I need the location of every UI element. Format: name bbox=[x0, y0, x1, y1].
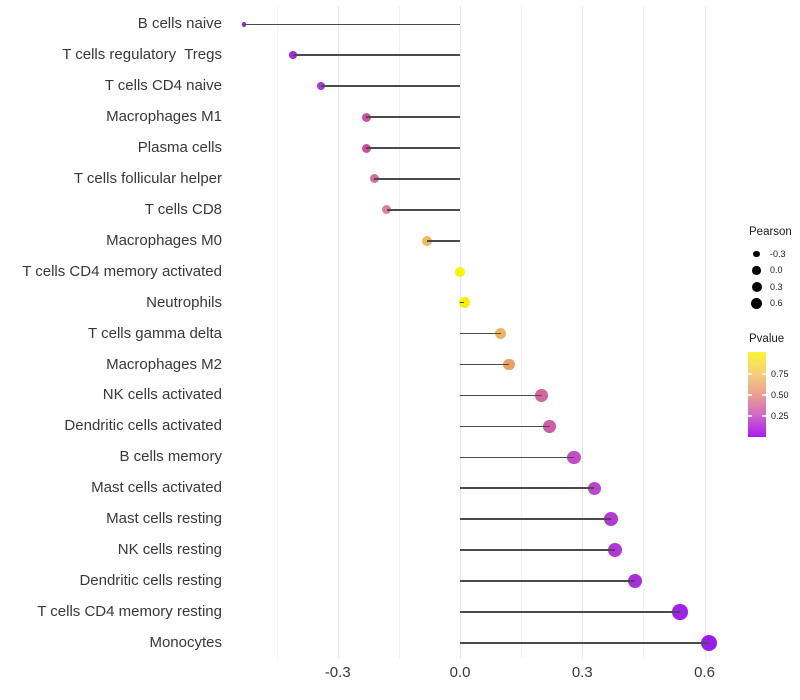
lollipop-stem bbox=[292, 54, 460, 57]
lollipop-stem bbox=[460, 301, 465, 304]
lollipop-stem bbox=[460, 580, 636, 582]
gridline-major bbox=[337, 6, 339, 659]
y-axis-label: T cells CD4 memory resting bbox=[37, 602, 222, 620]
lollipop-stem bbox=[460, 363, 509, 366]
y-axis-label: Macrophages M2 bbox=[106, 355, 222, 373]
legend-pvalue-tick-label: 0.75 bbox=[771, 368, 789, 379]
data-point bbox=[607, 543, 622, 558]
gridline-minor bbox=[643, 6, 645, 659]
x-axis-tick-label: 0.0 bbox=[449, 664, 471, 681]
legend-pvalue-tick-label: 0.25 bbox=[771, 410, 789, 421]
lollipop-stem bbox=[460, 549, 615, 551]
data-point bbox=[587, 481, 602, 495]
lollipop-stem bbox=[460, 456, 575, 459]
lollipop-stem bbox=[366, 116, 460, 118]
y-axis-label: B cells memory bbox=[119, 448, 222, 466]
data-point bbox=[567, 450, 581, 465]
y-axis-label: NK cells activated bbox=[102, 386, 222, 404]
y-axis-label: Mast cells resting bbox=[106, 510, 222, 528]
y-axis-label: Neutrophils bbox=[146, 293, 222, 311]
legend-gradient-tick-right bbox=[762, 373, 766, 375]
legend-size-label: 0.3 bbox=[770, 281, 783, 292]
data-point bbox=[627, 573, 643, 589]
y-axis-label: T cells CD8 bbox=[144, 200, 222, 218]
gridline-minor bbox=[398, 6, 400, 659]
data-point bbox=[543, 420, 556, 433]
lollipop-stem bbox=[374, 178, 460, 180]
gridline-minor bbox=[521, 6, 523, 659]
y-axis-label: Monocytes bbox=[149, 633, 222, 651]
gridline-minor bbox=[276, 6, 278, 659]
y-axis-label: T cells gamma delta bbox=[88, 324, 222, 342]
legend-gradient-tick-left bbox=[748, 373, 752, 375]
y-axis-label: T cells CD4 memory activated bbox=[22, 262, 222, 280]
gridline-major bbox=[460, 6, 461, 659]
data-point bbox=[455, 266, 465, 277]
data-point bbox=[672, 604, 688, 620]
lollipop-stem bbox=[244, 23, 460, 26]
legend-size-dot bbox=[750, 297, 763, 310]
y-axis-label: NK cells resting bbox=[117, 541, 222, 559]
lollipop-stem bbox=[460, 487, 595, 490]
lollipop-stem bbox=[460, 394, 542, 397]
lollipop-stem bbox=[460, 518, 611, 520]
legend-size-label: 0.0 bbox=[770, 265, 783, 275]
y-axis-label: Macrophages M1 bbox=[106, 108, 222, 126]
gridline-major bbox=[582, 6, 584, 659]
legend-pvalue-title: Pvalue bbox=[749, 333, 785, 345]
lollipop-stem bbox=[321, 85, 460, 87]
legend-gradient-tick-left bbox=[748, 394, 752, 396]
y-axis-label: Macrophages M0 bbox=[106, 231, 222, 249]
y-axis-label: Dendritic cells activated bbox=[64, 417, 222, 435]
data-point bbox=[603, 512, 618, 527]
legend-size-dot bbox=[753, 250, 760, 258]
lollipop-stem bbox=[460, 611, 681, 613]
lollipop-stem bbox=[386, 209, 460, 211]
legend-pvalue-gradient-bar bbox=[748, 352, 766, 437]
data-point bbox=[535, 389, 548, 402]
lollipop-stem bbox=[460, 425, 550, 428]
legend-pvalue-tick-label: 0.50 bbox=[771, 389, 789, 400]
legend-gradient-tick-left bbox=[748, 415, 752, 417]
lollipop-stem bbox=[427, 240, 460, 242]
data-point bbox=[503, 358, 515, 371]
legend-pearson-title: Pearson bbox=[749, 226, 792, 238]
y-axis-label: T cells regulatory Tregs bbox=[62, 46, 222, 64]
lollipop-stem bbox=[460, 642, 709, 644]
x-axis-tick-label: -0.3 bbox=[324, 664, 351, 681]
gridline-major bbox=[704, 6, 706, 659]
y-axis-label: B cells naive bbox=[137, 15, 222, 33]
legend-size-dot bbox=[751, 282, 762, 292]
y-axis-label: T cells CD4 naive bbox=[104, 77, 222, 95]
data-point bbox=[495, 328, 507, 340]
lollipop-stem bbox=[460, 332, 501, 335]
legend-size-label: 0.6 bbox=[770, 298, 783, 308]
legend-size-dot bbox=[752, 266, 761, 275]
legend-gradient-tick-right bbox=[762, 415, 766, 417]
data-point bbox=[458, 297, 470, 309]
lollipop-stem bbox=[366, 147, 460, 149]
x-axis-tick-label: 0.6 bbox=[694, 664, 715, 681]
y-axis-label: T cells follicular helper bbox=[73, 169, 222, 187]
data-point bbox=[700, 634, 717, 651]
y-axis-label: Dendritic cells resting bbox=[79, 572, 222, 590]
legend-gradient-tick-right bbox=[762, 394, 766, 396]
x-axis-tick-label: 0.3 bbox=[571, 664, 593, 681]
legend-size-label: -0.3 bbox=[770, 248, 786, 259]
y-axis-label: Mast cells activated bbox=[91, 479, 222, 497]
y-axis-label: Plasma cells bbox=[137, 139, 222, 157]
